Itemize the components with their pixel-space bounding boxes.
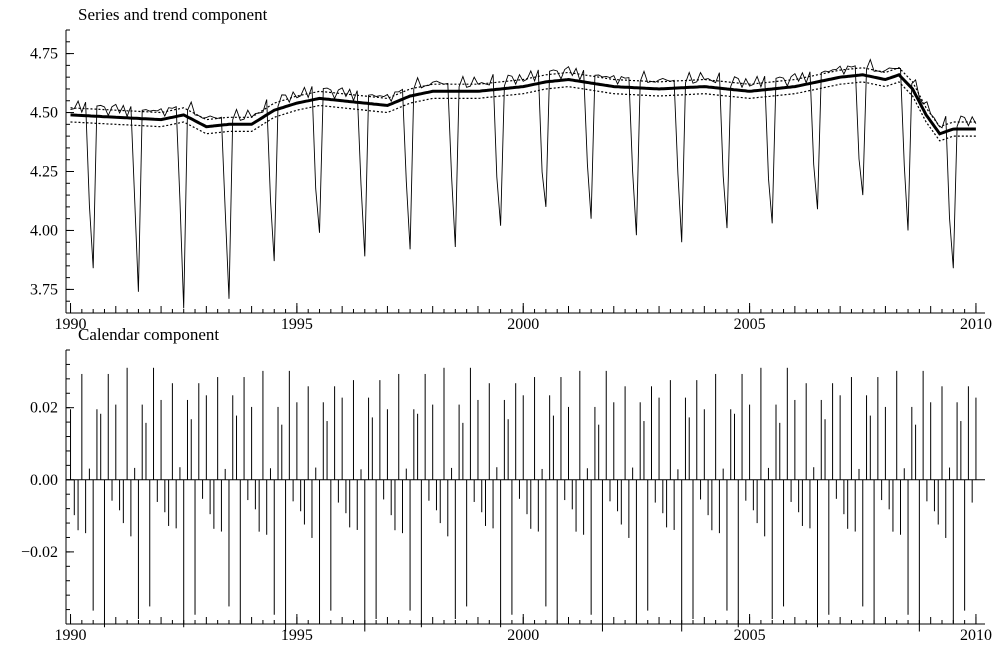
p2-title: Calendar component	[78, 325, 219, 344]
p2-x-tick-label: 2005	[734, 627, 766, 644]
p1-y-tick-label: 3.75	[30, 281, 58, 298]
trend-lower-band	[70, 81, 976, 142]
p2-y-tick-label: 0.02	[30, 400, 58, 417]
series-line	[70, 58, 977, 309]
p2-x-tick-label: 1995	[281, 627, 313, 644]
p1-x-tick-label: 2010	[960, 316, 992, 333]
series-trend-panel: 1990 1995 2000 2005 2010 3.75 4.00 4.25 4.50 4.75…	[30, 5, 992, 333]
p1-y-tick-label: 4.25	[30, 164, 58, 181]
p1-x-tick-label: 1990	[55, 316, 87, 333]
p2-y-tick-label: 0.00	[30, 472, 58, 489]
p2-x-tick-label: 2000	[507, 627, 539, 644]
p1-y-tick-label: 4.00	[30, 222, 58, 239]
p1-y-tick-label: 4.50	[30, 105, 58, 122]
trend-upper-band	[70, 67, 976, 128]
p1-x-tick-label: 2005	[734, 316, 766, 333]
p1-title: Series and trend component	[78, 5, 268, 24]
p1-x-tick-label: 2000	[507, 316, 539, 333]
p1-y-tick-label: 4.75	[30, 46, 58, 63]
p2-x-tick-label: 2010	[960, 627, 992, 644]
trend-line	[70, 73, 976, 136]
p1-x-tick-label: 1995	[281, 316, 313, 333]
p2-x-tick-label: 1990	[55, 627, 87, 644]
calendar-panel: 1990 1995 2000 2005 2010 −0.02 0.00 0.02 Calenda…	[21, 325, 992, 644]
p2-y-tick-label: −0.02	[21, 544, 58, 561]
